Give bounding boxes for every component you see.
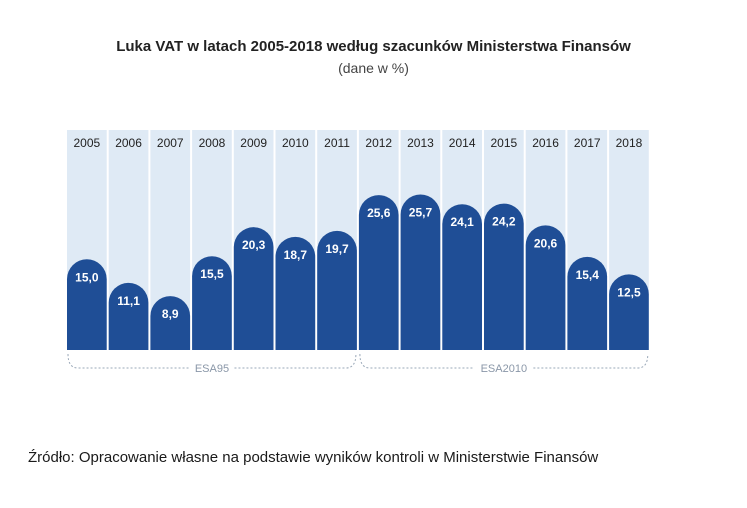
year-label: 2011: [324, 136, 350, 150]
year-label: 2006: [115, 136, 142, 150]
data-label: 19,7: [325, 242, 349, 256]
bar-chart: 2005 15,0 2006 11,1 2007 8,9 2008 15,5 2009 20,3 2…: [67, 130, 649, 375]
year-label: 2016: [532, 136, 559, 150]
year-label: 2013: [407, 136, 434, 150]
period-label: ESA2010: [481, 363, 527, 375]
data-label: 25,6: [367, 206, 391, 220]
data-label: 8,9: [162, 307, 179, 321]
data-label: 15,4: [576, 268, 600, 282]
data-label: 24,2: [492, 215, 516, 229]
data-label: 18,7: [284, 248, 308, 262]
chart-title: Luka VAT w latach 2005-2018 według szacu…: [116, 38, 631, 55]
data-label: 15,0: [75, 270, 99, 284]
year-label: 2009: [240, 136, 267, 150]
data-label: 25,7: [409, 206, 433, 220]
year-label: 2010: [282, 136, 309, 150]
bar: [484, 203, 524, 350]
data-label: 15,5: [200, 267, 224, 281]
bar: [233, 227, 274, 350]
year-label: 2005: [73, 136, 100, 150]
bar: [150, 296, 191, 350]
period-bracket: [67, 353, 357, 369]
data-label: 20,6: [534, 236, 558, 250]
chart-subtitle: (dane w %): [338, 60, 409, 76]
bar: [192, 256, 232, 350]
year-label: 2018: [616, 136, 643, 150]
period-bracket: [359, 353, 649, 369]
bar: [609, 274, 649, 350]
source-note: Źródło: Opracowanie własne na podstawie …: [28, 449, 599, 466]
year-label: 2008: [199, 136, 226, 150]
year-label: 2014: [449, 136, 476, 150]
bar: [67, 259, 107, 350]
year-label: 2012: [365, 136, 392, 150]
bar: [358, 195, 399, 350]
data-label: 12,5: [617, 285, 641, 299]
bar: [317, 230, 357, 350]
bar: [525, 225, 566, 350]
data-label: 11,1: [117, 294, 140, 308]
period-label: ESA95: [195, 363, 229, 375]
bar: [400, 194, 441, 350]
data-label: 20,3: [242, 238, 266, 252]
bar: [108, 282, 149, 350]
year-label: 2015: [490, 136, 517, 150]
bar: [567, 256, 608, 350]
bar: [442, 204, 482, 350]
year-label: 2007: [157, 136, 184, 150]
data-label: 24,1: [450, 215, 474, 229]
year-label: 2017: [574, 136, 601, 150]
bar: [275, 236, 316, 350]
